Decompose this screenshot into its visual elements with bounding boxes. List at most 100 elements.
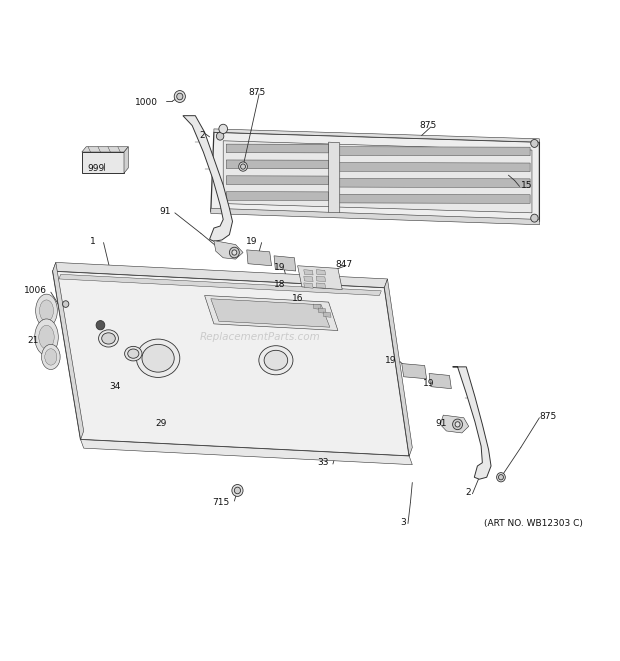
Polygon shape [211, 132, 539, 221]
Text: 875: 875 [419, 121, 436, 130]
Text: 847: 847 [335, 260, 353, 269]
Text: 19: 19 [385, 356, 397, 365]
Polygon shape [304, 270, 313, 275]
Text: 15: 15 [521, 180, 533, 190]
Text: 29: 29 [156, 418, 167, 428]
Polygon shape [338, 178, 530, 188]
Text: 1: 1 [91, 237, 96, 246]
Polygon shape [429, 373, 451, 389]
Ellipse shape [259, 346, 293, 375]
Text: 91: 91 [435, 418, 446, 428]
Polygon shape [214, 241, 243, 259]
Text: 18: 18 [273, 280, 285, 289]
Circle shape [497, 473, 505, 482]
Text: 91: 91 [159, 207, 170, 216]
Polygon shape [81, 440, 412, 465]
Polygon shape [53, 262, 388, 288]
Circle shape [531, 139, 538, 147]
Polygon shape [313, 304, 321, 309]
Polygon shape [247, 250, 272, 266]
Text: 715: 715 [212, 498, 229, 507]
Text: 999: 999 [87, 164, 105, 173]
Polygon shape [338, 194, 530, 204]
Polygon shape [53, 262, 84, 440]
Ellipse shape [35, 319, 58, 356]
Circle shape [453, 419, 463, 430]
Polygon shape [211, 208, 539, 225]
Text: 19: 19 [246, 237, 257, 246]
Polygon shape [316, 276, 326, 282]
Polygon shape [211, 299, 330, 327]
Circle shape [63, 301, 69, 307]
Circle shape [498, 475, 503, 480]
Polygon shape [304, 276, 313, 282]
Polygon shape [453, 367, 491, 479]
Ellipse shape [142, 344, 174, 372]
Text: 16: 16 [292, 294, 304, 303]
Polygon shape [338, 147, 530, 156]
Ellipse shape [40, 300, 53, 321]
Polygon shape [226, 192, 329, 200]
Polygon shape [124, 147, 128, 173]
Text: 1006: 1006 [24, 286, 46, 295]
Polygon shape [298, 266, 342, 290]
Circle shape [232, 250, 237, 255]
Polygon shape [223, 141, 532, 213]
Text: ReplacementParts.com: ReplacementParts.com [200, 332, 321, 342]
Text: 19: 19 [273, 263, 285, 272]
Circle shape [455, 422, 460, 427]
Polygon shape [338, 163, 530, 172]
Ellipse shape [35, 294, 57, 327]
Polygon shape [53, 271, 409, 456]
Polygon shape [205, 295, 338, 330]
Text: 33: 33 [317, 458, 329, 467]
Text: 34: 34 [110, 382, 121, 391]
Polygon shape [274, 256, 296, 271]
Polygon shape [59, 274, 381, 295]
Polygon shape [226, 160, 329, 169]
Text: 1000: 1000 [135, 98, 158, 107]
Polygon shape [82, 152, 124, 173]
Text: 875: 875 [539, 412, 557, 421]
Ellipse shape [45, 349, 57, 365]
Ellipse shape [125, 346, 142, 361]
Ellipse shape [136, 339, 180, 377]
Polygon shape [304, 283, 313, 288]
Circle shape [229, 247, 239, 258]
Ellipse shape [39, 325, 54, 349]
Polygon shape [440, 415, 469, 433]
Text: 3: 3 [401, 518, 406, 527]
Text: 2: 2 [199, 131, 205, 140]
Ellipse shape [264, 350, 288, 370]
Circle shape [232, 485, 243, 496]
Text: 19: 19 [422, 379, 434, 388]
Polygon shape [316, 283, 326, 288]
Circle shape [174, 91, 185, 102]
Circle shape [241, 164, 246, 169]
Circle shape [234, 487, 241, 494]
Polygon shape [226, 176, 329, 184]
Text: 875: 875 [249, 88, 266, 97]
Ellipse shape [42, 344, 60, 369]
Text: 2: 2 [466, 488, 471, 497]
Text: (ART NO. WB12303 C): (ART NO. WB12303 C) [484, 519, 582, 528]
Polygon shape [214, 129, 539, 142]
Circle shape [96, 321, 105, 330]
Circle shape [531, 214, 538, 222]
Polygon shape [183, 116, 232, 241]
Ellipse shape [128, 349, 139, 358]
Circle shape [239, 162, 247, 171]
Circle shape [177, 93, 183, 100]
Polygon shape [323, 312, 331, 317]
Polygon shape [384, 279, 412, 456]
Text: 21: 21 [27, 336, 38, 345]
Polygon shape [318, 308, 326, 313]
Ellipse shape [102, 333, 115, 344]
Polygon shape [329, 142, 340, 215]
Polygon shape [226, 144, 329, 153]
Polygon shape [402, 364, 427, 379]
Ellipse shape [99, 330, 118, 347]
Circle shape [219, 124, 228, 134]
Polygon shape [82, 147, 128, 152]
Circle shape [216, 132, 224, 140]
